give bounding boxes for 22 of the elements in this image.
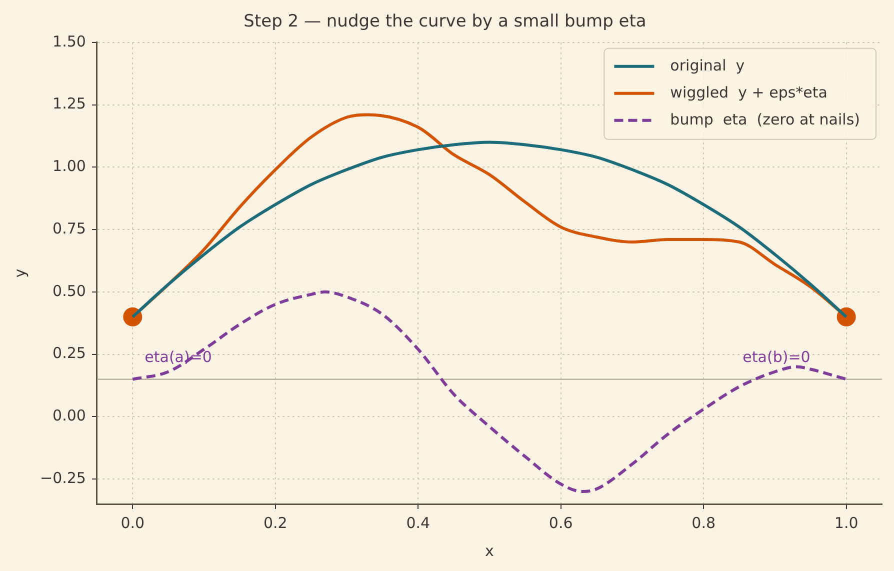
x-axis-title: x [485, 542, 494, 560]
legend-label: wiggled y + eps*eta [670, 83, 828, 102]
y-tick-label: 0.00 [52, 406, 86, 425]
legend-label: original y [670, 56, 745, 74]
x-tick-label: 0.8 [692, 514, 716, 532]
y-tick-label: 0.25 [52, 344, 86, 362]
x-tick-label: 0.0 [120, 514, 145, 532]
legend-label: bump eta (zero at nails) [670, 110, 860, 128]
x-tick-label: 0.4 [406, 514, 430, 532]
y-tick-label: 1.25 [52, 94, 86, 113]
y-tick-label: 1.50 [52, 32, 86, 50]
y-tick-label: −0.25 [40, 468, 86, 487]
x-tick-label: 0.6 [548, 514, 573, 532]
y-axis-title: y [10, 268, 29, 278]
y-tick-label: 1.00 [52, 157, 86, 176]
annotation: eta(b)=0 [742, 348, 810, 366]
line-series [131, 290, 848, 494]
y-tick-label: 0.75 [52, 219, 86, 238]
x-tick-label: 0.2 [263, 514, 288, 532]
y-tick-label: 0.50 [52, 282, 86, 300]
x-tick-label: 1.0 [834, 514, 858, 532]
chart-title: Step 2 — nudge the curve by a small bump eta [244, 12, 646, 32]
